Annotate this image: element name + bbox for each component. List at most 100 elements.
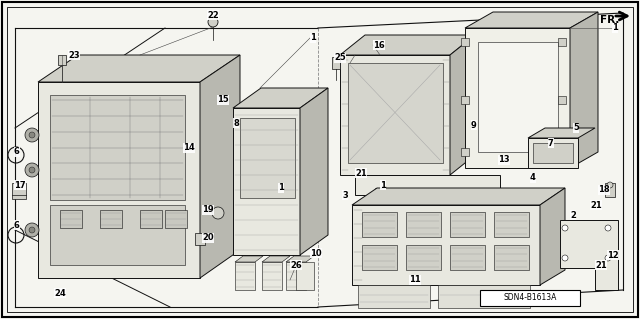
Polygon shape [286,262,306,290]
Text: 9: 9 [471,121,477,130]
Text: 4: 4 [530,174,536,182]
Bar [100,210,122,228]
Text: 24: 24 [54,288,66,298]
Text: 8: 8 [233,118,239,128]
Circle shape [29,132,35,138]
Bar [195,233,205,245]
Text: 26: 26 [290,261,301,270]
Circle shape [605,255,611,261]
Circle shape [208,17,218,27]
Polygon shape [355,175,500,260]
Polygon shape [200,55,240,278]
Text: 21: 21 [355,168,367,177]
Bar [406,212,441,237]
Polygon shape [528,128,595,138]
Text: 11: 11 [409,276,421,285]
Bar [362,245,397,270]
Bar [558,38,566,46]
Polygon shape [300,88,328,255]
Polygon shape [235,262,255,290]
Bar [332,57,340,69]
Text: 16: 16 [373,41,385,49]
Text: 21: 21 [590,201,602,210]
Circle shape [29,227,35,233]
Text: 7: 7 [548,138,554,147]
Polygon shape [38,55,240,82]
Polygon shape [233,108,300,255]
Text: 1: 1 [612,24,618,33]
Bar [494,212,529,237]
Polygon shape [465,28,570,168]
Text: FR.: FR. [600,15,620,25]
Polygon shape [352,188,565,205]
Bar [480,290,580,306]
Polygon shape [465,12,598,28]
Bar [140,210,162,228]
Polygon shape [50,95,185,200]
Bar [12,183,26,199]
Text: 5: 5 [573,123,579,132]
Bar [494,245,529,270]
Bar [435,188,447,198]
Circle shape [29,167,35,173]
Bar [240,118,295,198]
Text: 3: 3 [342,190,348,199]
Text: 12: 12 [607,250,619,259]
Text: 10: 10 [310,249,322,257]
Circle shape [605,225,611,231]
Polygon shape [438,285,530,308]
Text: 1: 1 [380,181,386,189]
Text: 23: 23 [68,50,79,60]
Circle shape [25,163,39,177]
Text: 22: 22 [207,11,219,19]
Circle shape [25,223,39,237]
Polygon shape [262,262,282,290]
Polygon shape [450,35,475,175]
Polygon shape [233,88,328,108]
Polygon shape [235,256,263,262]
Text: 6: 6 [14,220,20,229]
Polygon shape [286,256,314,262]
Text: 17: 17 [14,181,26,189]
Polygon shape [262,256,290,262]
Text: SDN4-B1613A: SDN4-B1613A [503,293,557,302]
Text: 20: 20 [202,234,214,242]
Text: 14: 14 [183,144,195,152]
Circle shape [562,255,568,261]
Polygon shape [352,205,540,285]
Text: 6: 6 [14,147,20,157]
Bar [450,245,485,270]
Text: 15: 15 [217,95,228,105]
Bar [296,262,314,290]
Text: 21: 21 [595,261,607,270]
Bar [405,188,417,198]
Bar [558,148,566,156]
Bar [450,212,485,237]
Bar [406,245,441,270]
Bar [461,38,469,46]
Polygon shape [560,220,618,290]
Circle shape [25,128,39,142]
Bar [605,183,615,197]
Text: 1: 1 [278,183,284,192]
Text: 19: 19 [202,205,214,214]
Bar [348,63,443,163]
Polygon shape [340,55,450,175]
Circle shape [212,207,224,219]
Bar [362,212,397,237]
Circle shape [607,182,613,188]
Polygon shape [570,12,598,168]
Bar [60,210,82,228]
Text: 25: 25 [334,54,346,63]
Bar [58,55,66,65]
Text: 1: 1 [310,33,316,42]
Polygon shape [528,138,578,168]
Polygon shape [340,35,475,55]
Polygon shape [50,205,185,265]
Polygon shape [358,285,430,308]
Bar [461,148,469,156]
Bar [375,188,387,198]
Text: 13: 13 [498,155,509,165]
Bar [461,96,469,104]
Bar [165,210,187,228]
